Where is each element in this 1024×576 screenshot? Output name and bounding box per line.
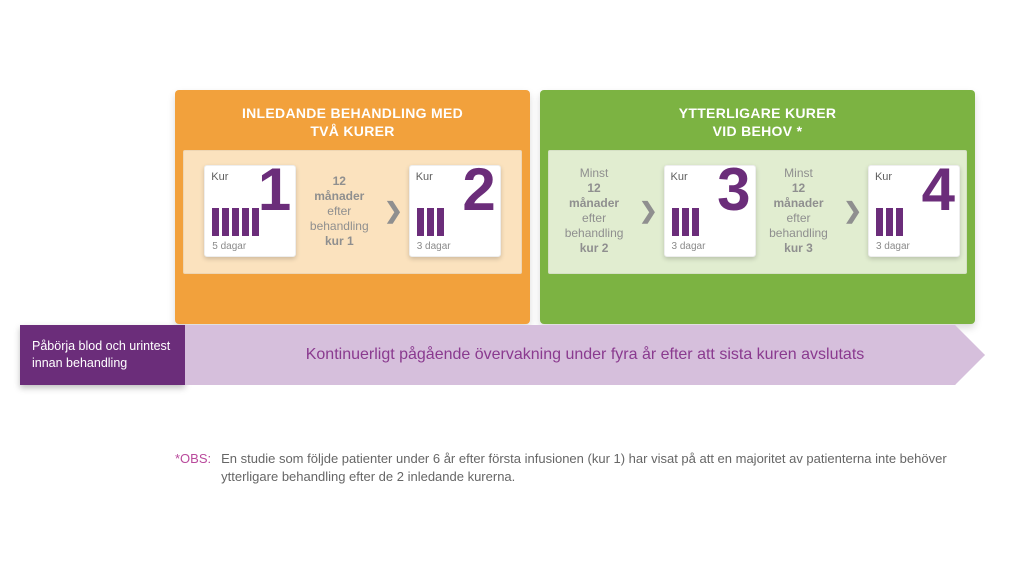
initial-panel-title: INLEDANDE BEHANDLING MED TVÅ KURER: [183, 98, 522, 150]
kur-label: Kur: [671, 171, 688, 183]
title-line2: TVÅ KURER: [183, 122, 522, 140]
kur-days: 5 dagar: [212, 241, 246, 252]
footnote-text: En studie som följde patienter under 6 å…: [221, 450, 984, 486]
title-line1: YTTERLIGARE KURER: [548, 104, 967, 122]
title-line2: VID BEHOV *: [548, 122, 967, 140]
initial-treatment-panel: INLEDANDE BEHANDLING MED TVÅ KURER Kur 1…: [175, 90, 530, 324]
kur-4-card: Kur 4 3 dagar: [868, 165, 960, 257]
interval-kur3-kur4: Minst 12 månader efter behandling kur 3: [760, 166, 838, 256]
kur-days: 3 dagar: [417, 241, 451, 252]
treatment-panels: INLEDANDE BEHANDLING MED TVÅ KURER Kur 1…: [175, 90, 975, 324]
chevron-right-icon: ❯: [637, 198, 659, 224]
chevron-right-icon: ❯: [842, 198, 864, 224]
monitoring-arrow: Kontinuerligt pågående övervakning under…: [185, 325, 985, 385]
kur-label: Kur: [416, 171, 433, 183]
footnote-tag: *OBS:: [175, 450, 211, 486]
kur-number: 4: [922, 160, 955, 220]
kur-2-bars-icon: [417, 208, 444, 236]
kur-label: Kur: [211, 171, 228, 183]
kur-3-bars-icon: [672, 208, 699, 236]
kur-number: 2: [462, 160, 495, 220]
kur-days: 3 dagar: [672, 241, 706, 252]
kur-days: 3 dagar: [876, 241, 910, 252]
kur-4-bars-icon: [876, 208, 903, 236]
chevron-right-icon: ❯: [382, 198, 404, 224]
kur-3-card: Kur 3 3 dagar: [664, 165, 756, 257]
footnote: *OBS: En studie som följde patienter und…: [175, 450, 984, 486]
kur-label: Kur: [875, 171, 892, 183]
kur-1-bars-icon: [212, 208, 259, 236]
monitoring-text: Kontinuerligt pågående övervakning under…: [306, 346, 865, 364]
kur-number: 3: [717, 160, 750, 220]
kur-2-card: Kur 2 3 dagar: [409, 165, 501, 257]
title-line1: INLEDANDE BEHANDLING MED: [183, 104, 522, 122]
interval-kur1-kur2: 12 månader efter behandling kur 1: [300, 174, 378, 249]
interval-kur2-kur3: Minst 12 månader efter behandling kur 2: [555, 166, 633, 256]
pretest-note: Påbörja blod och urintest innan behandli…: [20, 325, 185, 385]
kur-1-card: Kur 1 5 dagar: [204, 165, 296, 257]
kur-number: 1: [258, 160, 291, 220]
additional-panel-body: Minst 12 månader efter behandling kur 2 …: [548, 150, 967, 274]
additional-panel-title: YTTERLIGARE KURER VID BEHOV *: [548, 98, 967, 150]
initial-panel-body: Kur 1 5 dagar 12 månader efter behandlin…: [183, 150, 522, 274]
additional-treatment-panel: YTTERLIGARE KURER VID BEHOV * Minst 12 m…: [540, 90, 975, 324]
